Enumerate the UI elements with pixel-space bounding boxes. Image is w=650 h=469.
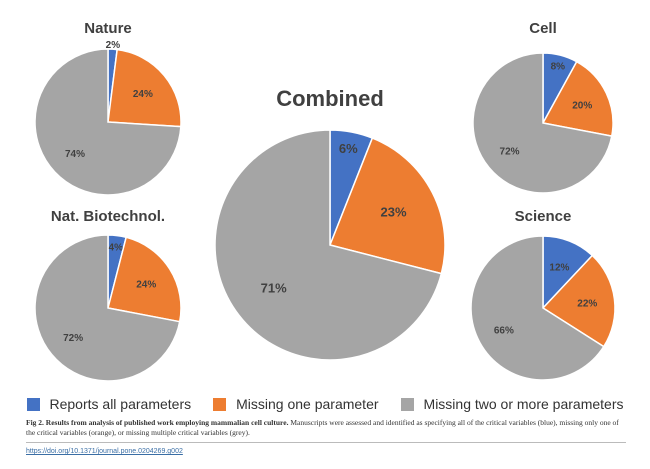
slice-label: 66%	[494, 326, 514, 337]
slice-label: 24%	[136, 280, 156, 291]
pie-title: Science	[515, 208, 572, 225]
figure-caption: Fig 2. Results from analysis of publishe…	[26, 418, 626, 443]
caption-text: Manuscripts were assessed and identified…	[26, 418, 619, 437]
slice-label: 74%	[65, 149, 85, 160]
slice-label: 72%	[63, 333, 83, 344]
pie-slice	[470, 235, 605, 381]
pie-slice	[107, 236, 182, 323]
slice-label: 2%	[106, 40, 121, 51]
legend-swatch	[400, 397, 414, 411]
pie-slice	[541, 254, 616, 348]
legend: Reports all parameters Missing one param…	[0, 396, 650, 412]
legend-item: Reports all parameters	[26, 396, 192, 412]
legend-label: Reports all parameters	[49, 396, 192, 412]
legend-item: Missing one parameter	[213, 396, 379, 412]
pie-slice	[214, 129, 443, 361]
slice-label: 23%	[381, 205, 407, 220]
slice-label: 72%	[500, 147, 520, 158]
slice-label: 4%	[109, 242, 124, 253]
pie-slice	[34, 234, 181, 382]
doi-link[interactable]: https://doi.org/10.1371/journal.pone.020…	[26, 448, 183, 455]
pie-title: Combined	[276, 86, 384, 111]
legend-item: Missing two or more parameters	[400, 396, 624, 412]
pie-charts: Nature 2% 24% 74% Cell 8% 20% 72% Combined 6% 23% 7…	[34, 20, 616, 382]
pie-slice	[328, 137, 446, 275]
slice-label: 22%	[577, 298, 597, 309]
slice-label: 12%	[549, 262, 569, 273]
pie-slice	[107, 48, 182, 128]
legend-label: Missing two or more parameters	[423, 396, 624, 412]
legend-swatch	[26, 397, 40, 411]
pie-title: Cell	[529, 20, 557, 37]
pie-title: Nat. Biotechnol.	[51, 208, 165, 225]
legend-swatch	[213, 397, 227, 411]
slice-label: 6%	[339, 141, 358, 156]
slice-label: 8%	[551, 61, 566, 72]
legend-label: Missing one parameter	[236, 396, 379, 412]
caption-title: Fig 2. Results from analysis of publishe…	[26, 418, 289, 427]
slice-label: 24%	[133, 89, 153, 100]
pie-slice	[472, 52, 613, 194]
slice-label: 71%	[261, 281, 287, 296]
pie-slice	[34, 48, 182, 196]
slice-label: 20%	[572, 101, 592, 112]
pie-slice	[541, 60, 614, 137]
pie-title: Nature	[84, 20, 132, 37]
